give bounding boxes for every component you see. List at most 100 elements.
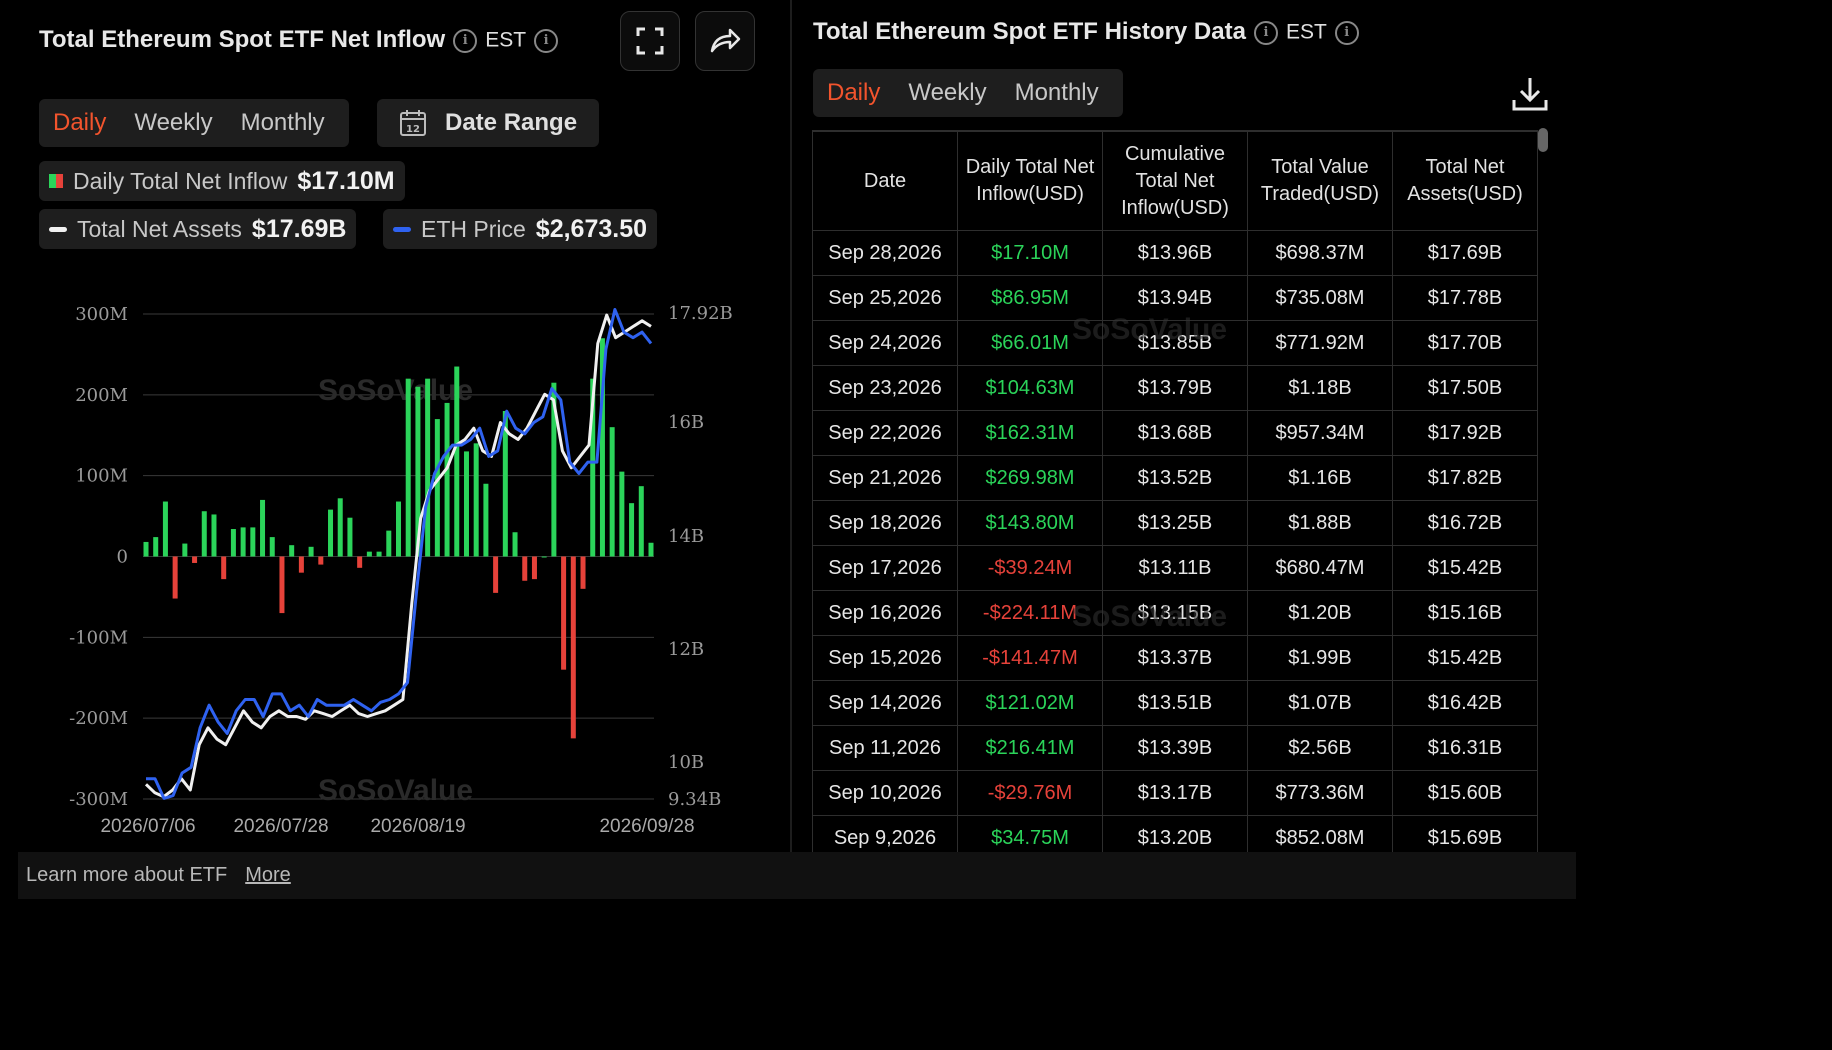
more-link[interactable]: More xyxy=(245,864,291,886)
inflow-bar xyxy=(289,545,295,557)
inflow-bar xyxy=(454,366,460,557)
right-axis-tick: 9.34B xyxy=(668,789,721,810)
table-title: Total Ethereum Spot ETF History Data i EST… xyxy=(813,18,1367,46)
table-row[interactable]: Sep 16,2026 -$224.11M $13.15B $1.20B $15.16B xyxy=(812,590,1538,636)
cell-traded: $1.16B xyxy=(1247,455,1393,501)
col-date[interactable]: Date xyxy=(812,130,958,231)
download-icon[interactable] xyxy=(1510,74,1550,114)
legend-assets-label: Total Net Assets xyxy=(77,215,242,242)
legend-price[interactable]: ETH Price $2,673.50 xyxy=(383,209,658,249)
cell-assets: $17.50B xyxy=(1392,365,1538,411)
table-tab-weekly[interactable]: Weekly xyxy=(908,79,987,106)
history-table: Date Daily Total Net Inflow(USD) Cumulat… xyxy=(812,130,1538,852)
cell-traded: $698.37M xyxy=(1247,230,1393,276)
cell-traded: $1.88B xyxy=(1247,500,1393,546)
fullscreen-button[interactable] xyxy=(620,11,680,71)
table-row[interactable]: Sep 24,2026 $66.01M $13.85B $771.92M $17.70B xyxy=(812,320,1538,366)
calendar-icon: 12 xyxy=(400,110,426,136)
inflow-bar xyxy=(153,537,159,557)
inflow-swatch xyxy=(49,174,63,188)
left-axis-tick: 0 xyxy=(117,547,128,568)
chart-title: Total Ethereum Spot ETF Net Inflow i EST i xyxy=(39,26,566,54)
cell-date: Sep 22,2026 xyxy=(812,410,958,456)
share-arrow-icon xyxy=(710,28,741,53)
left-axis-tick: 100M xyxy=(75,466,128,487)
table-row[interactable]: Sep 23,2026 $104.63M $13.79B $1.18B $17.50B xyxy=(812,365,1538,411)
legend-inflow[interactable]: Daily Total Net Inflow $17.10M xyxy=(39,161,405,201)
table-info-icon[interactable]: i xyxy=(1253,20,1278,45)
cell-date: Sep 14,2026 xyxy=(812,680,958,726)
cell-cumulative: $13.39B xyxy=(1102,725,1248,771)
inflow-bar xyxy=(483,483,489,557)
inflow-bar xyxy=(347,517,353,557)
tab-weekly[interactable]: Weekly xyxy=(134,109,213,136)
share-button[interactable] xyxy=(695,11,755,71)
cell-assets: $17.78B xyxy=(1392,275,1538,321)
cell-inflow: -$29.76M xyxy=(957,770,1103,816)
x-axis-tick: 2026/07/06 xyxy=(100,816,195,837)
inflow-bar xyxy=(444,402,450,557)
cell-inflow: $17.10M xyxy=(957,230,1103,276)
cell-traded: $1.20B xyxy=(1247,590,1393,636)
cell-cumulative: $13.37B xyxy=(1102,635,1248,681)
watermark-chart: SoSoValue xyxy=(318,774,473,807)
cell-inflow: $104.63M xyxy=(957,365,1103,411)
cell-inflow: $162.31M xyxy=(957,410,1103,456)
net-inflow-chart[interactable]: 300M 200M 100M 0 -100M -200M -300M 17.92B 16B 14B… xyxy=(18,290,790,850)
x-axis-tick: 2026/08/19 xyxy=(370,816,465,837)
inflow-bar xyxy=(328,509,334,557)
cell-cumulative: $13.17B xyxy=(1102,770,1248,816)
cell-assets: $17.82B xyxy=(1392,455,1538,501)
inflow-bar xyxy=(230,529,236,557)
timezone-info-icon[interactable]: i xyxy=(534,28,559,53)
inflow-bar xyxy=(162,501,168,557)
inflow-bar xyxy=(531,556,537,580)
table-timezone-info-icon[interactable]: i xyxy=(1334,20,1359,45)
right-axis-tick: 17.92B xyxy=(668,303,733,324)
col-daily-inflow[interactable]: Daily Total Net Inflow(USD) xyxy=(957,130,1103,231)
table-tab-daily[interactable]: Daily xyxy=(827,79,881,106)
table-tab-monthly[interactable]: Monthly xyxy=(1014,79,1099,106)
chart-title-text: Total Ethereum Spot ETF Net Inflow xyxy=(39,26,446,53)
info-icon[interactable]: i xyxy=(453,28,478,53)
cell-assets: $15.42B xyxy=(1392,635,1538,681)
right-axis-tick: 12B xyxy=(668,639,704,660)
table-row[interactable]: Sep 14,2026 $121.02M $13.51B $1.07B $16.42B xyxy=(812,680,1538,726)
table-row[interactable]: Sep 10,2026 -$29.76M $13.17B $773.36M $15.60… xyxy=(812,770,1538,816)
inflow-bar xyxy=(182,543,188,557)
legend-price-label: ETH Price xyxy=(421,215,526,242)
right-axis-tick: 16B xyxy=(668,412,704,433)
col-net-assets[interactable]: Total Net Assets(USD) xyxy=(1392,130,1538,231)
inflow-bar xyxy=(512,532,518,557)
inflow-bar xyxy=(386,530,392,557)
table-row[interactable]: Sep 21,2026 $269.98M $13.52B $1.16B $17.82B xyxy=(812,455,1538,501)
inflow-bar xyxy=(551,382,557,557)
net-inflow-panel: Total Ethereum Spot ETF Net Inflow i EST i … xyxy=(18,0,790,852)
date-range-button[interactable]: 12 Date Range xyxy=(377,99,600,147)
cell-inflow: $143.80M xyxy=(957,500,1103,546)
table-row[interactable]: Sep 9,2026 $34.75M $13.20B $852.08M $15.69B xyxy=(812,815,1538,852)
tab-monthly[interactable]: Monthly xyxy=(240,109,325,136)
table-row[interactable]: Sep 18,2026 $143.80M $13.25B $1.88B $16.72B xyxy=(812,500,1538,546)
col-value-traded[interactable]: Total Value Traded(USD) xyxy=(1247,130,1393,231)
table-row[interactable]: Sep 17,2026 -$39.24M $13.11B $680.47M $15.42… xyxy=(812,545,1538,591)
inflow-bar xyxy=(172,556,178,599)
tab-daily[interactable]: Daily xyxy=(53,109,107,136)
inflow-bar xyxy=(638,486,644,557)
cell-assets: $17.69B xyxy=(1392,230,1538,276)
inflow-bar xyxy=(561,556,567,670)
eth-price-line xyxy=(146,308,653,800)
table-scrollbar[interactable] xyxy=(1538,128,1548,152)
col-cumulative-inflow[interactable]: Cumulative Total Net Inflow(USD) xyxy=(1102,130,1248,231)
table-header-row: Date Daily Total Net Inflow(USD) Cumulat… xyxy=(812,130,1538,231)
table-row[interactable]: Sep 28,2026 $17.10M $13.96B $698.37M $17.69B xyxy=(812,230,1538,276)
panel-divider xyxy=(790,0,792,852)
table-row[interactable]: Sep 15,2026 -$141.47M $13.37B $1.99B $15.42B xyxy=(812,635,1538,681)
table-row[interactable]: Sep 22,2026 $162.31M $13.68B $957.34M $17.92… xyxy=(812,410,1538,456)
inflow-bar xyxy=(376,551,382,557)
legend-assets[interactable]: Total Net Assets $17.69B xyxy=(39,209,357,249)
table-row[interactable]: Sep 25,2026 $86.95M $13.94B $735.08M $17.78B xyxy=(812,275,1538,321)
inflow-bar xyxy=(201,511,207,557)
inflow-bar xyxy=(425,378,431,557)
table-row[interactable]: Sep 11,2026 $216.41M $13.39B $2.56B $16.31B xyxy=(812,725,1538,771)
